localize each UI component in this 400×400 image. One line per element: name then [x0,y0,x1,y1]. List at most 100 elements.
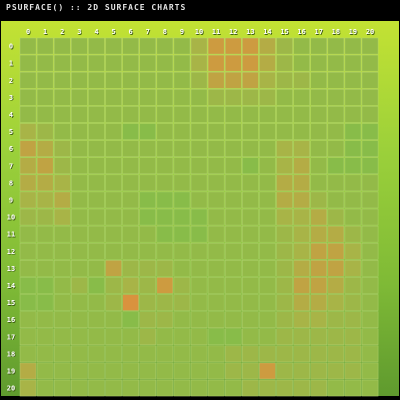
heatmap-cell [53,294,71,311]
heatmap-cell [224,157,242,175]
heatmap-cell [207,37,225,55]
heatmap-cell [276,345,293,363]
heatmap-cell [242,157,259,175]
heatmap-cell [139,37,157,55]
heatmap-cell [139,208,157,226]
heatmap-cell [173,174,191,192]
heatmap-cell [88,362,105,380]
x-tick-label: 0 [26,28,30,36]
heatmap-cell [71,89,88,106]
heatmap-cell [139,294,157,311]
heatmap-cell [88,71,105,89]
heatmap-cell [207,294,225,311]
heatmap-cell [207,277,225,294]
heatmap-cell [259,379,276,397]
x-tick-label-shadow: 0 [27,29,31,37]
heatmap-cell [224,277,242,294]
heatmap-cell [88,277,105,294]
heatmap-cell [88,328,105,346]
y-tick-label-shadow: 5 [10,129,14,137]
heatmap-cell [105,362,122,380]
heatmap-cell [19,328,37,346]
heatmap-cell [88,37,105,55]
heatmap-cell [310,345,328,363]
heatmap-cell [105,157,122,175]
heatmap-cell [224,54,242,72]
heatmap-cell [327,123,345,140]
heatmap-cell [259,123,276,140]
heatmap-cell [327,345,345,363]
heatmap-cell [361,277,379,294]
y-tick-label: 16 [7,316,15,324]
heatmap-cell [361,37,379,55]
heatmap-cell [36,345,54,363]
x-tick-label: 8 [163,28,167,36]
heatmap-cell [310,242,328,260]
heatmap-cell [19,259,37,277]
heatmap-cell [344,89,362,106]
heatmap-cells [19,37,379,397]
x-tick-label: 3 [77,28,81,36]
heatmap-cell [156,71,174,89]
heatmap-cell [310,37,328,55]
heatmap-cell [293,328,311,346]
heatmap-cell [139,362,157,380]
heatmap-cell [190,242,208,260]
y-tick-label: 19 [7,367,15,375]
heatmap-cell [259,174,276,192]
heatmap-cell [207,311,225,329]
y-tick-label: 4 [9,111,13,119]
heatmap-cell [310,140,328,158]
x-tick-label: 9 [180,28,184,36]
heatmap-cell [122,174,139,192]
heatmap-cell [71,328,88,346]
heatmap-cell [71,157,88,175]
heatmap-cell [207,362,225,380]
heatmap-cell [361,208,379,226]
x-tick-label: 11 [212,28,220,36]
heatmap-cell [36,71,54,89]
heatmap-cell [242,208,259,226]
heatmap-cell [293,225,311,243]
heatmap-cell [36,311,54,329]
heatmap-cell [88,54,105,72]
heatmap-cell [190,328,208,346]
heatmap-cell [71,242,88,260]
heatmap-cell [36,157,54,175]
heatmap-cell [310,328,328,346]
heatmap-cell [105,379,122,397]
heatmap-cell [156,311,174,329]
heatmap-cell [53,242,71,260]
heatmap-cell [71,208,88,226]
heatmap-cell [361,106,379,123]
heatmap-cell [190,294,208,311]
heatmap-cell [173,89,191,106]
heatmap-cell [276,89,293,106]
heatmap-cell [242,242,259,260]
heatmap-cell [344,208,362,226]
heatmap-cell [19,362,37,380]
heatmap-cell [36,191,54,209]
heatmap-cell [53,37,71,55]
heatmap-cell [242,191,259,209]
heatmap-cell [88,379,105,397]
heatmap-cell [361,89,379,106]
heatmap-cell [259,106,276,123]
heatmap-cell [207,328,225,346]
heatmap-cell [19,106,37,123]
heatmap-cell [361,157,379,175]
heatmap-cell [259,362,276,380]
y-tick-label-shadow: 19 [8,368,16,376]
y-tick-label: 15 [7,299,15,307]
heatmap-cell [361,191,379,209]
x-tick-label-shadow: 16 [298,29,306,37]
heatmap-cell [224,106,242,123]
heatmap-cell [19,37,37,55]
y-tick-label-shadow: 11 [8,231,16,239]
y-tick-label-shadow: 14 [8,283,16,291]
heatmap-cell [122,37,139,55]
heatmap-cell [139,277,157,294]
heatmap-cell [207,379,225,397]
heatmap-cell [310,362,328,380]
